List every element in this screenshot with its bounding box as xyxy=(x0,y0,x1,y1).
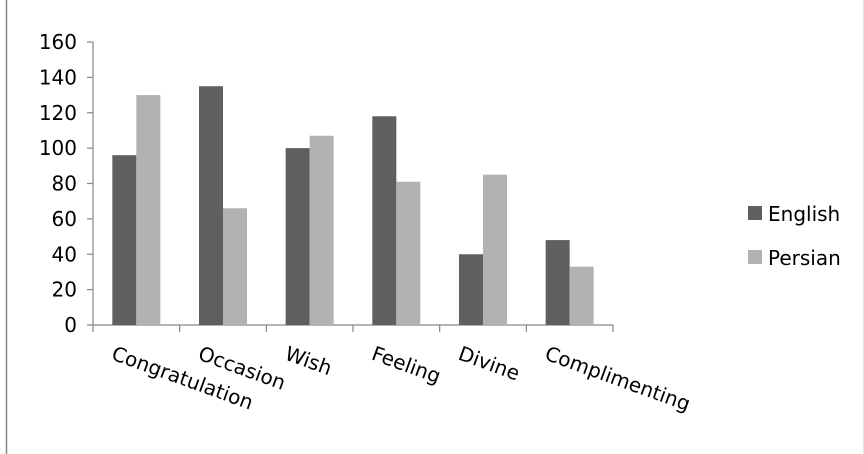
y-tick-label: 120 xyxy=(39,101,77,125)
x-category-label: Complimenting xyxy=(542,341,694,416)
legend-label-english: English xyxy=(768,202,840,226)
y-tick-label: 100 xyxy=(39,136,77,160)
x-category-label: Feeling xyxy=(369,341,444,388)
bar-english-congratulation xyxy=(112,155,137,325)
bar-persian-divine xyxy=(483,174,507,325)
y-tick-label: 140 xyxy=(39,65,77,89)
bar-persian-complimenting xyxy=(569,266,594,325)
y-tick-label: 80 xyxy=(52,172,77,196)
bar-persian-feeling xyxy=(396,181,421,325)
y-tick-label: 160 xyxy=(39,30,77,54)
y-tick-label: 40 xyxy=(52,242,77,266)
bar-english-occasion xyxy=(199,86,223,325)
x-category-label: Divine xyxy=(455,341,523,385)
y-axis: 0 20 40 60 80 100 120 140 160 xyxy=(39,30,94,337)
legend: English Persian xyxy=(748,202,841,270)
y-tick-label: 60 xyxy=(52,207,77,231)
bar-english-divine xyxy=(459,254,483,325)
y-tick-label: 20 xyxy=(52,278,77,302)
y-tick-label: 0 xyxy=(64,313,77,337)
chart-border xyxy=(5,0,864,454)
bar-persian-congratulation xyxy=(136,95,161,325)
bar-english-feeling xyxy=(372,116,397,325)
legend-label-persian: Persian xyxy=(768,246,841,270)
bar-english-wish xyxy=(285,148,310,325)
legend-swatch-persian xyxy=(748,250,762,264)
bar-persian-wish xyxy=(309,135,334,325)
legend-swatch-english xyxy=(748,206,762,220)
bar-english-complimenting xyxy=(545,240,570,325)
x-category-label: Wish xyxy=(282,341,335,380)
bars xyxy=(112,86,594,325)
bar-persian-occasion xyxy=(223,208,247,325)
